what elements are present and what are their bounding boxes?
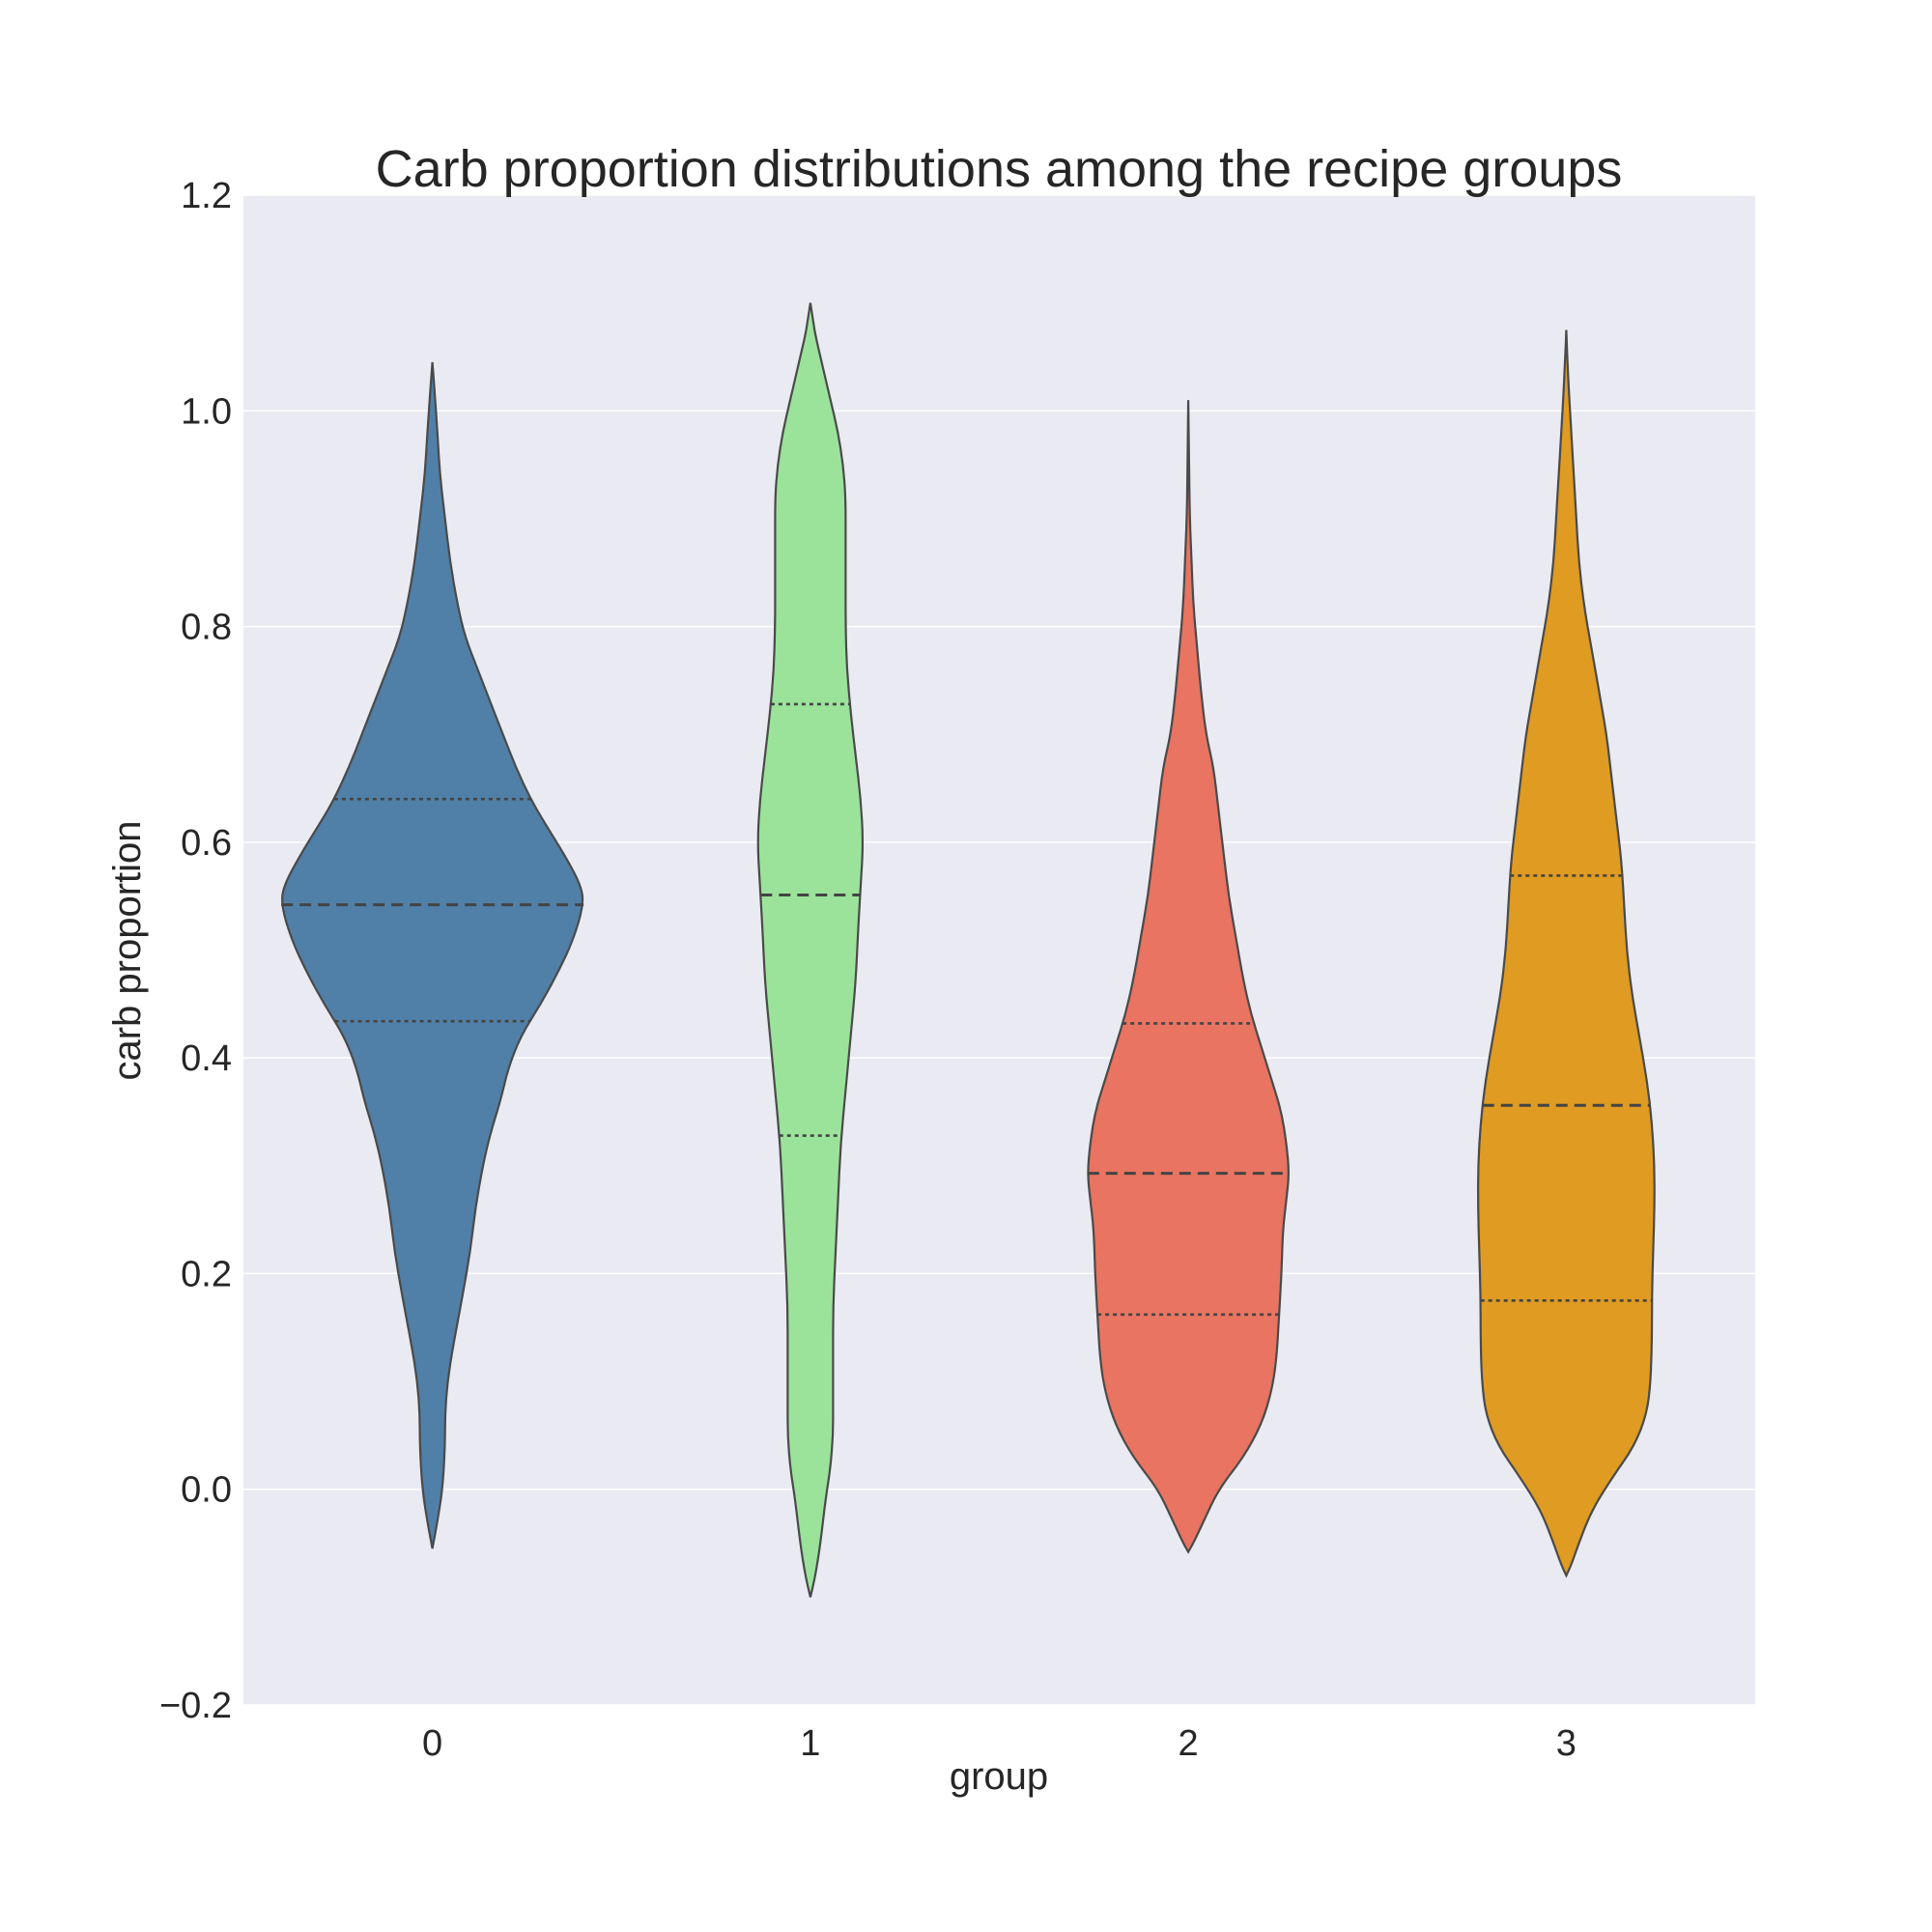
y-tick-label: 0.6 <box>181 823 232 864</box>
chart-title: Carb proportion distributions among the … <box>376 140 1623 198</box>
x-tick-labels: 0 1 2 3 <box>422 1723 1577 1764</box>
x-tick-label: 1 <box>800 1723 820 1764</box>
x-tick-label: 2 <box>1179 1723 1199 1764</box>
y-tick-labels: −0.2 0.0 0.2 0.4 0.6 0.8 1.0 1.2 <box>159 176 232 1726</box>
y-tick-label: 0.0 <box>181 1470 232 1511</box>
y-tick-label: 1.0 <box>181 391 232 432</box>
y-axis-label: carb proportion <box>106 820 149 1080</box>
violins <box>281 302 1656 1598</box>
y-tick-label: 0.8 <box>181 608 232 648</box>
y-tick-label: 1.2 <box>181 176 232 216</box>
violin-group-1 <box>756 302 865 1598</box>
y-tick-label: −0.2 <box>159 1686 232 1726</box>
x-tick-label: 0 <box>422 1723 442 1764</box>
violin-group-3 <box>1476 329 1656 1578</box>
violin-group-0 <box>281 361 584 1549</box>
x-axis-label: group <box>950 1755 1048 1798</box>
x-tick-label: 3 <box>1556 1723 1577 1764</box>
y-tick-label: 0.4 <box>181 1038 232 1079</box>
violin-group-2 <box>1087 400 1290 1554</box>
y-tick-label: 0.2 <box>181 1254 232 1294</box>
